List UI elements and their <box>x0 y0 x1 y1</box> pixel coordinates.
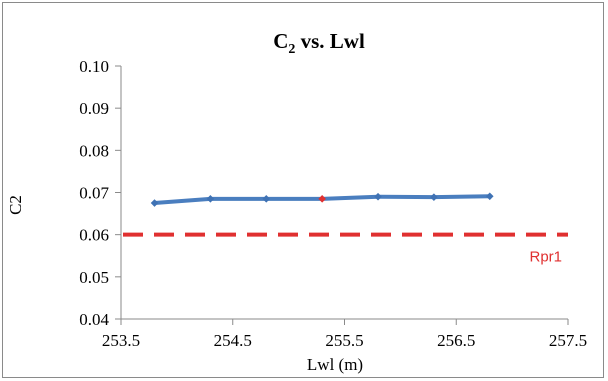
x-tick-label: 255.5 <box>325 331 363 350</box>
data-point-marker <box>318 195 326 203</box>
y-axis-label: C2 <box>6 195 25 215</box>
y-tick-label: 0.09 <box>79 99 109 118</box>
data-point-marker <box>374 192 382 201</box>
x-tick-label: 257.5 <box>549 331 587 350</box>
y-tick-label: 0.10 <box>79 57 109 76</box>
x-tick-label: 256.5 <box>437 331 475 350</box>
x-tick-label: 254.5 <box>214 331 252 350</box>
data-point-marker <box>430 193 438 201</box>
chart-title-prefix: C <box>273 29 288 53</box>
chart-title-suffix: vs. Lwl <box>295 29 365 53</box>
data-point-marker <box>150 199 159 207</box>
chart-title: C2 vs. Lwl <box>273 29 365 57</box>
data-point-marker <box>206 195 215 203</box>
chart-frame: C2 vs. Lwl 0.04 0.05 0.06 0.07 0.08 0.09 0.10 … <box>2 2 604 378</box>
y-tick-label: 0.05 <box>79 268 109 287</box>
data-point-marker <box>485 192 494 201</box>
chart-svg: C2 vs. Lwl 0.040.050.060.070.080.090.10 … <box>6 29 587 374</box>
y-tick-label: 0.06 <box>79 226 109 245</box>
x-axis-ticks: 253.5 254.5 255.5 256.5 257.5 <box>102 319 587 350</box>
chart-title-subscript: 2 <box>288 42 295 57</box>
x-tick-label: 253.5 <box>102 331 140 350</box>
y-axis-ticks: 0.04 0.05 0.06 0.07 0.08 0.09 0.10 <box>79 57 121 329</box>
reference-line-label: Rpr1 <box>529 249 562 266</box>
data-point-marker <box>262 195 271 203</box>
series-markers <box>150 192 494 207</box>
x-axis-label: Lwl (m) <box>307 355 363 374</box>
y-tick-label: 0.04 <box>79 310 109 329</box>
y-tick-label: 0.08 <box>79 141 109 160</box>
y-tick-label: 0.07 <box>79 184 109 203</box>
